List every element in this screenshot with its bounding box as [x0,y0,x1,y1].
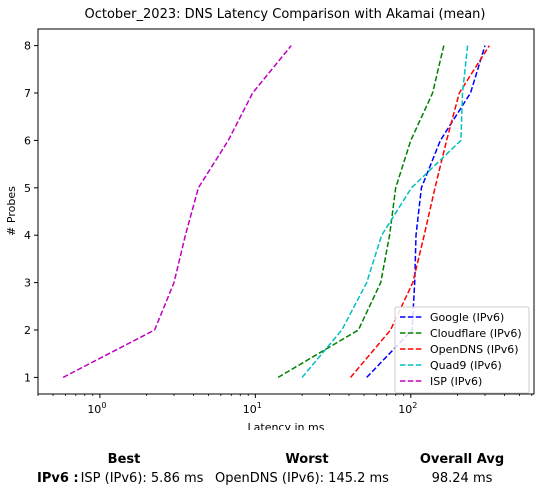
x-tick-base: 10 [243,403,257,416]
x-tick-exponent: 0 [101,401,106,410]
x-axis-label: Latency in ms [248,421,325,430]
x-axis: 100 101 102 [37,394,533,416]
row-label: IPv6 : [37,471,79,486]
best-header: Best [107,452,141,467]
series-line-3 [301,45,469,378]
plot-area [37,28,535,395]
y-tick-label: 4 [24,229,31,242]
worst-header: Worst [285,452,329,467]
y-tick-label: 3 [24,277,31,290]
best-value: ISP (IPv6): 5.86 ms [80,471,204,486]
series-line-4 [62,45,292,379]
x-tick-exponent: 2 [412,401,417,410]
legend: Google (IPv6) Cloudflare (IPv6) OpenDNS (I… [394,306,530,394]
worst-value: OpenDNS (IPv6): 145.2 ms [215,471,389,486]
x-tick-base: 10 [87,403,101,416]
y-tick-label: 8 [24,40,31,53]
x-tick-label: 101 [243,401,262,416]
legend-label: Cloudflare (IPv6) [430,327,522,340]
chart-title: October_2023: DNS Latency Comparison wit… [85,7,486,22]
y-axis: 1 2 3 4 5 6 7 8 [24,40,38,384]
y-axis-label: # Probes [5,186,18,236]
legend-label: OpenDNS (IPv6) [430,343,519,356]
legend-label: ISP (IPv6) [430,375,482,388]
y-tick-label: 2 [24,324,31,337]
legend-label: Quad9 (IPv6) [430,359,502,372]
y-tick-label: 1 [24,371,31,384]
latency-chart: October_2023: DNS Latency Comparison wit… [5,7,535,430]
legend-box [394,306,530,394]
legend-label: Google (IPv6) [430,311,504,324]
y-tick-label: 7 [24,87,31,100]
series-line-2 [350,45,490,378]
x-tick-base: 10 [398,403,412,416]
y-tick-label: 6 [24,134,31,147]
avg-value: 98.24 ms [431,471,493,486]
avg-header: Overall Avg [419,452,505,467]
y-tick-label: 5 [24,182,31,195]
x-tick-exponent: 1 [257,401,262,410]
x-tick-label: 100 [87,401,106,416]
series-line-1 [277,45,445,379]
x-tick-label: 102 [398,401,417,416]
